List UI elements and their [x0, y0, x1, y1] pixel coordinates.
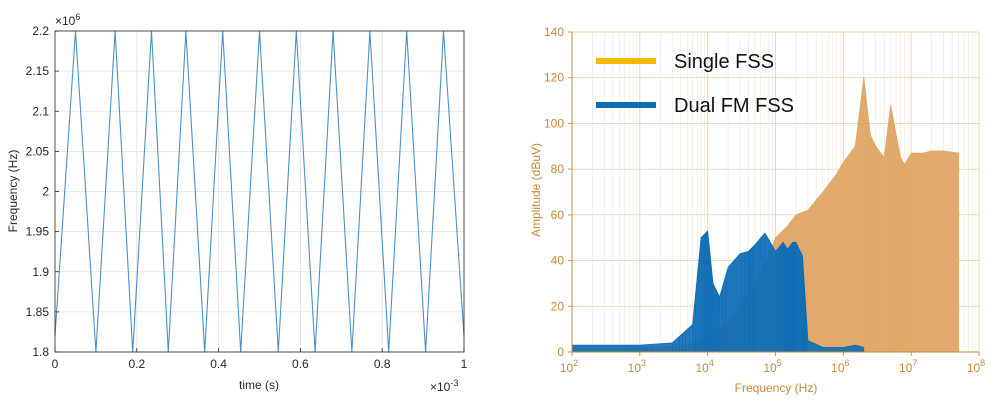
left-y-axis-label: Frequency (Hz) — [6, 150, 20, 233]
right-legend: Single FSS Dual FM FSS — [596, 51, 794, 117]
left-chart: 0 0.2 0.4 0.6 0.8 1 1.8 1.85 1.9 1.95 2 2.05 2.1 2.1… — [6, 12, 468, 394]
right-y-axis-label: Amplitude (dBuV) — [529, 143, 543, 237]
right-x-tick-label: 103 — [628, 358, 646, 375]
left-y-tick-label: 2.15 — [26, 64, 50, 78]
right-x-tick-label: 107 — [899, 358, 917, 375]
left-x-tick-label: 1 — [461, 357, 468, 371]
right-x-tick-label: 104 — [695, 358, 713, 375]
left-x-tick-label: 0 — [52, 357, 59, 371]
left-y-tick-label: 1.9 — [32, 265, 49, 279]
right-x-axis-label: Frequency (Hz) — [735, 381, 818, 395]
left-x-exponent: ×10-3 — [430, 378, 458, 394]
left-y-tick-label: 2.1 — [32, 104, 49, 118]
right-chart: 102 103 104 105 106 107 108 0 20 40 60 80 100 120 140… — [529, 25, 985, 395]
legend-swatch-dual-fm-fss — [596, 102, 656, 108]
legend-swatch-single-fss — [596, 58, 656, 64]
right-series — [571, 77, 959, 353]
right-y-tick-label: 120 — [544, 71, 564, 85]
left-y-tick-label: 2 — [42, 185, 49, 199]
left-y-tick-label: 1.95 — [26, 225, 50, 239]
right-x-tick-label: 106 — [831, 358, 849, 375]
right-y-tick-label: 40 — [551, 254, 565, 268]
left-x-axis-label: time (s) — [239, 378, 279, 392]
left-y-tick-label: 2.2 — [32, 24, 49, 38]
right-x-tick-label: 105 — [763, 358, 781, 375]
right-y-tick-label: 80 — [551, 162, 565, 176]
left-x-exponent-power: -3 — [450, 378, 458, 388]
right-y-tick-label: 60 — [551, 208, 565, 222]
right-y-tick-label: 100 — [544, 116, 564, 130]
left-y-exponent: ×106 — [55, 12, 80, 28]
series-dual-fm-fss — [571, 230, 865, 353]
left-x-tick-label: 0.2 — [128, 357, 145, 371]
right-x-tick-label: 108 — [967, 358, 985, 375]
left-y-exponent-base: ×10 — [55, 14, 76, 28]
left-x-exponent-base: ×10 — [430, 380, 451, 394]
left-x-ticks: 0 0.2 0.4 0.6 0.8 1 — [52, 348, 468, 371]
right-y-ticks: 0 20 40 60 80 100 120 140 — [544, 25, 572, 359]
right-y-tick-label: 20 — [551, 299, 565, 313]
right-x-ticks: 102 103 104 105 106 107 108 — [560, 352, 985, 375]
right-y-tick-label: 140 — [544, 25, 564, 39]
right-y-tick-label: 0 — [557, 345, 564, 359]
legend-label-single-fss: Single FSS — [674, 51, 774, 73]
right-x-tick-label: 102 — [560, 358, 578, 375]
left-y-tick-label: 1.8 — [32, 345, 49, 359]
left-y-tick-label: 1.85 — [26, 305, 50, 319]
left-y-exponent-power: 6 — [75, 12, 80, 22]
left-y-tick-label: 2.05 — [26, 144, 50, 158]
left-x-tick-label: 0.4 — [210, 357, 227, 371]
left-y-ticks: 1.8 1.85 1.9 1.95 2 2.05 2.1 2.15 2.2 — [26, 24, 59, 359]
left-x-tick-label: 0.8 — [374, 357, 391, 371]
left-x-tick-label: 0.6 — [292, 357, 309, 371]
legend-label-dual-fm-fss: Dual FM FSS — [674, 95, 794, 117]
